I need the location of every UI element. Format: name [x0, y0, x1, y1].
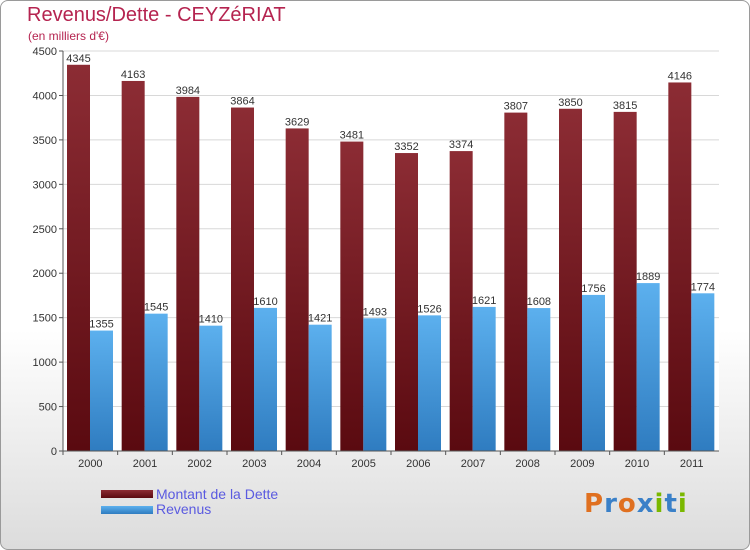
- bar-debt: [449, 151, 473, 452]
- y-tick-label: 3000: [33, 179, 57, 191]
- data-label-debt: 4146: [668, 70, 692, 82]
- legend-swatch-debt: [101, 490, 153, 498]
- bar-revenus: [636, 283, 660, 451]
- bar-debt: [285, 128, 309, 451]
- data-label-debt: 4345: [66, 53, 90, 65]
- x-tick-label: 2003: [242, 458, 266, 470]
- data-label-revenus: 1774: [691, 281, 715, 293]
- bar-debt: [176, 96, 200, 451]
- y-tick-label: 500: [39, 402, 57, 414]
- data-label-revenus: 1608: [527, 296, 551, 308]
- data-label-debt: 3815: [613, 100, 637, 112]
- bar-revenus: [199, 325, 223, 451]
- y-tick-label: 4500: [33, 46, 57, 58]
- data-label-revenus: 1621: [472, 295, 496, 307]
- logo-letter: t: [664, 489, 678, 519]
- y-tick-label: 2500: [33, 224, 57, 236]
- x-tick-label: 2010: [625, 458, 649, 470]
- bar-revenus: [90, 330, 113, 451]
- data-label-revenus: 1610: [253, 296, 277, 308]
- logo-letter: o: [617, 489, 637, 519]
- x-tick-label: 2007: [461, 458, 485, 470]
- legend-swatch-revenus: [101, 506, 153, 514]
- logo-letter: P: [584, 489, 605, 519]
- logo-letter: i: [677, 489, 688, 519]
- x-tick-label: 2005: [351, 458, 375, 470]
- data-label-debt: 3352: [394, 141, 418, 153]
- data-label-revenus: 1410: [199, 314, 223, 326]
- x-tick-label: 2000: [78, 458, 102, 470]
- plot-area: [63, 51, 719, 451]
- x-tick-label: 2008: [515, 458, 539, 470]
- bar-revenus: [691, 293, 715, 451]
- x-tick-label: 2009: [570, 458, 594, 470]
- bar-debt: [231, 107, 254, 452]
- chart-subtitle: (en milliers d'€): [28, 29, 109, 43]
- bar-debt: [395, 153, 418, 452]
- logo-letter: r: [604, 489, 618, 519]
- data-label-debt: 3374: [449, 139, 473, 151]
- bar-revenus: [472, 306, 496, 451]
- data-label-revenus: 1889: [636, 271, 660, 283]
- bar-debt: [121, 80, 145, 451]
- y-tick-label: 0: [51, 446, 57, 458]
- x-tick-label: 2002: [187, 458, 211, 470]
- bar-revenus: [363, 318, 387, 451]
- chart-title: Revenus/Dette - CEYZéRIAT: [27, 4, 286, 26]
- data-label-revenus: 1493: [363, 306, 387, 318]
- bar-debt: [613, 111, 637, 451]
- data-label-debt: 3807: [504, 101, 528, 113]
- bar-debt: [340, 141, 364, 452]
- data-label-debt: 3864: [230, 96, 254, 108]
- proxiti-logo: Proxiti: [584, 489, 688, 519]
- logo-letter: x: [636, 489, 655, 519]
- bar-revenus: [144, 313, 168, 451]
- bar-revenus: [308, 324, 332, 451]
- data-label-revenus: 1756: [581, 283, 605, 295]
- legend-label-debt: Montant de la Dette: [156, 486, 279, 502]
- data-label-debt: 3481: [340, 130, 364, 142]
- data-label-revenus: 1545: [144, 302, 168, 314]
- bar-revenus: [527, 308, 551, 451]
- data-label-debt: 3850: [558, 97, 582, 109]
- data-label-debt: 4163: [121, 69, 145, 81]
- bar-revenus: [418, 315, 441, 451]
- x-tick-label: 2011: [680, 458, 704, 470]
- x-tick-label: 2006: [406, 458, 430, 470]
- y-tick-label: 2000: [33, 268, 57, 280]
- bar-debt: [668, 82, 692, 451]
- bar-revenus: [254, 307, 277, 451]
- data-label-debt: 3984: [176, 85, 200, 97]
- y-tick-label: 4000: [33, 90, 57, 102]
- bar-debt: [504, 112, 528, 451]
- data-label-revenus: 1421: [308, 313, 332, 325]
- logo-letter: i: [654, 489, 665, 519]
- y-tick-label: 1000: [33, 357, 57, 369]
- y-tick-label: 1500: [33, 313, 57, 325]
- y-tick-label: 3500: [33, 135, 57, 147]
- bar-revenus: [582, 294, 605, 451]
- data-label-revenus: 1526: [417, 303, 441, 315]
- bar-debt: [67, 64, 90, 452]
- data-label-debt: 3629: [285, 116, 309, 128]
- x-tick-label: 2001: [133, 458, 157, 470]
- bar-debt: [559, 108, 582, 452]
- x-tick-label: 2004: [297, 458, 321, 470]
- legend-label-revenus: Revenus: [156, 501, 212, 517]
- data-label-revenus: 1355: [89, 319, 113, 331]
